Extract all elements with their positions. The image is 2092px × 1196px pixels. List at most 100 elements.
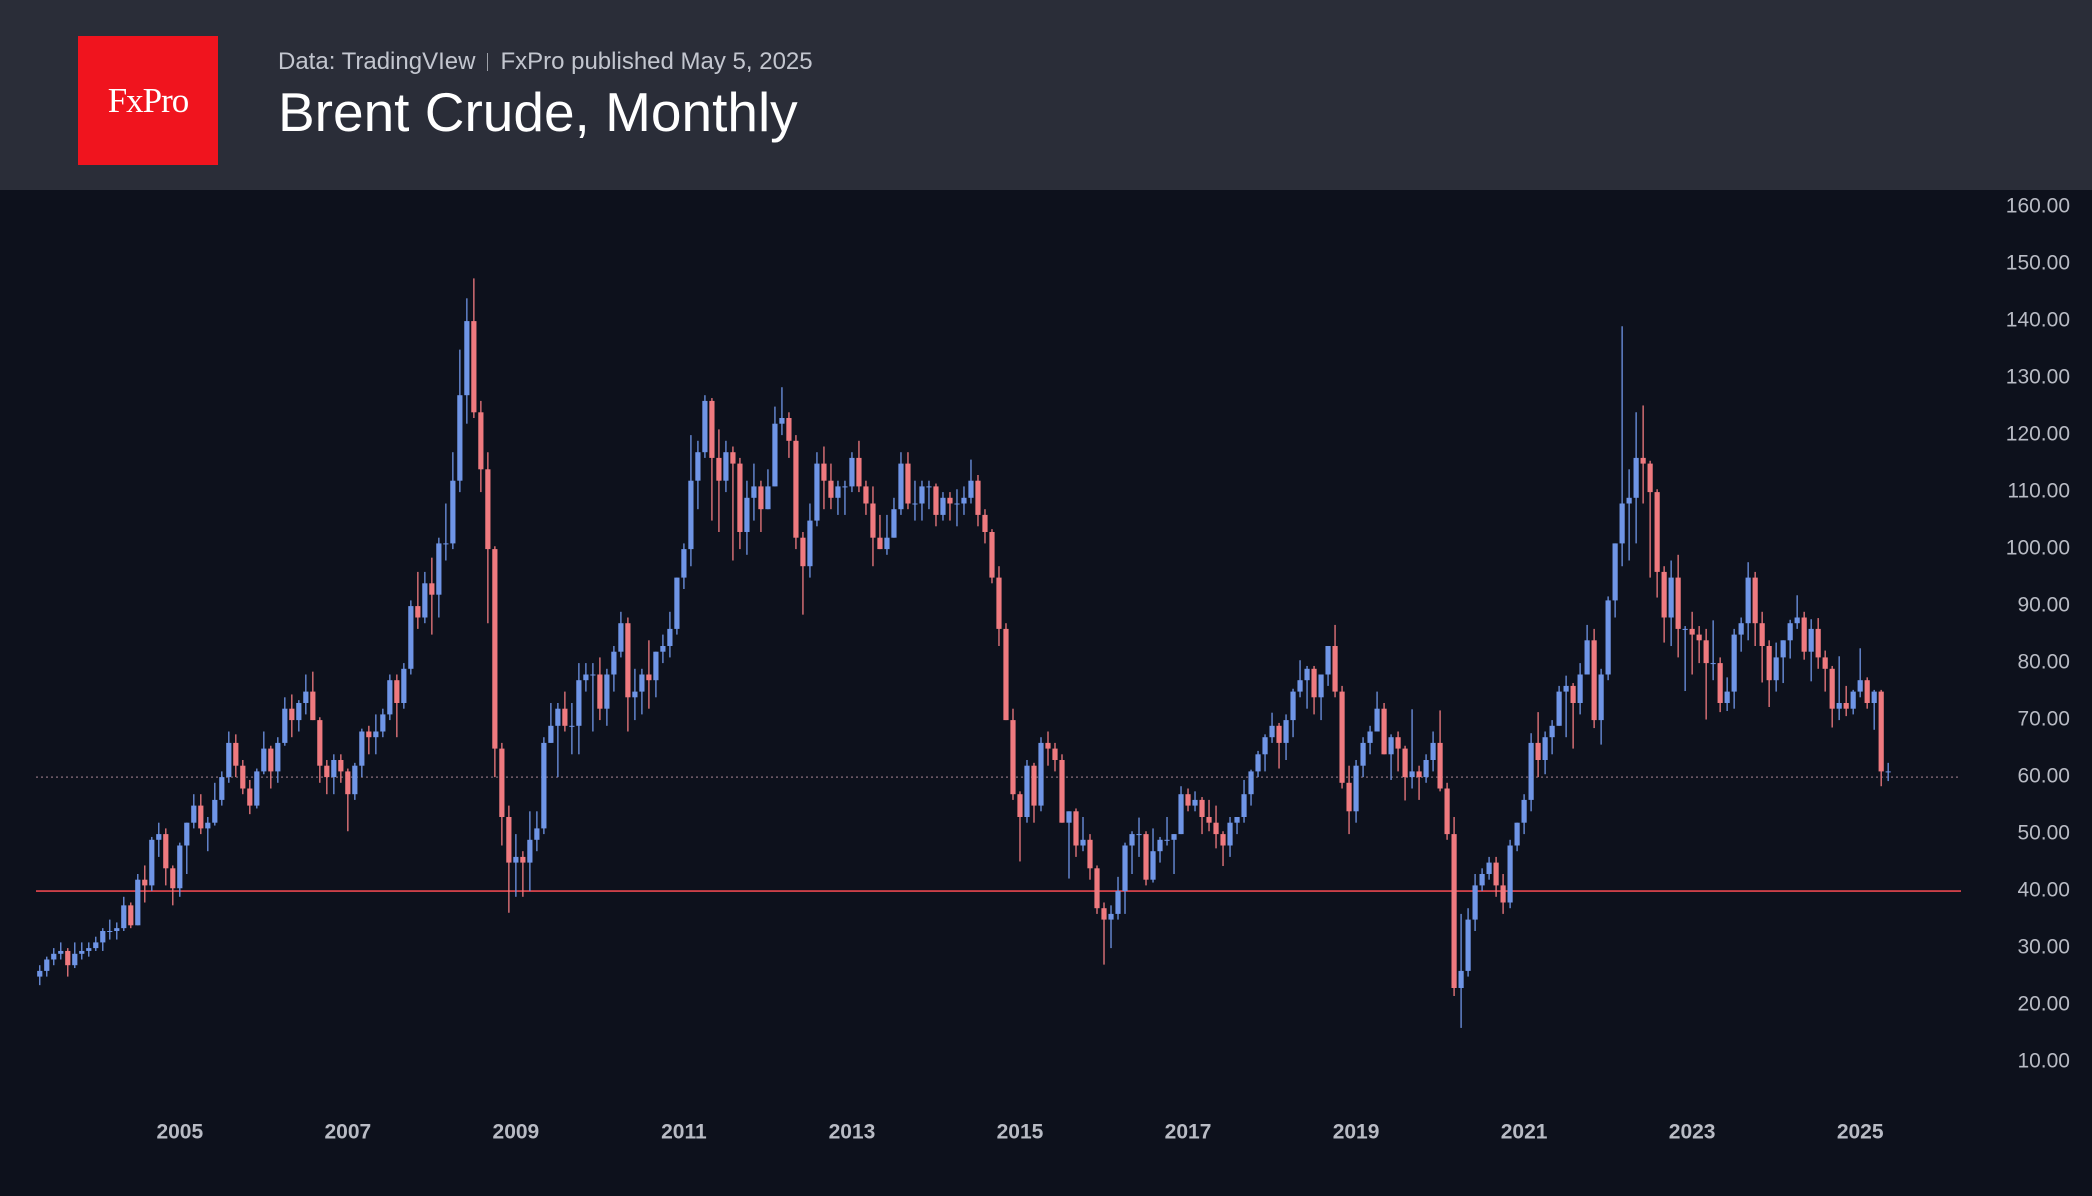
candle-body	[1122, 845, 1128, 892]
candle-body	[758, 486, 764, 510]
candle-body	[1843, 703, 1849, 709]
candle-body	[793, 440, 799, 538]
candle-body	[660, 646, 666, 652]
candle-body	[296, 703, 302, 721]
candle-body	[800, 537, 806, 567]
candle-body	[324, 765, 330, 778]
candle-body	[1115, 891, 1121, 914]
candle-body	[282, 708, 288, 743]
candle-body	[247, 788, 253, 806]
x-tick-label: 2007	[324, 1121, 371, 1144]
candle-body	[1654, 492, 1660, 572]
candle-body	[149, 839, 155, 886]
candle-body	[1864, 680, 1870, 703]
candle-body	[828, 480, 834, 498]
candle-body	[387, 680, 393, 715]
candle-body	[1164, 839, 1170, 841]
candle-body	[184, 822, 190, 846]
candle-body	[1801, 617, 1807, 652]
candle-body	[1101, 908, 1107, 920]
candle-body	[1605, 600, 1611, 675]
candle-body	[58, 950, 64, 954]
candle-body	[464, 321, 470, 396]
x-tick-label: 2013	[829, 1121, 876, 1144]
candle-body	[765, 486, 771, 510]
candle-body	[1626, 497, 1632, 504]
candle-body	[1542, 737, 1548, 760]
candle-body	[1612, 543, 1618, 601]
candle-body	[86, 948, 92, 951]
y-tick-label: 120.00	[2006, 423, 2070, 446]
candle-body	[1297, 680, 1303, 692]
candle-body	[772, 423, 778, 487]
candle-body	[1052, 748, 1058, 760]
candle-body	[744, 497, 750, 532]
candle-body	[1192, 799, 1198, 806]
candle-body	[926, 486, 932, 488]
candle-body	[1871, 691, 1877, 703]
y-tick-label: 160.00	[2006, 195, 2070, 218]
candle-body	[919, 486, 925, 504]
candle-body	[863, 486, 869, 504]
candle-body	[1353, 765, 1359, 812]
candle-body	[562, 708, 568, 726]
candle-body	[1563, 685, 1569, 692]
candle-body	[534, 828, 540, 840]
candle-body	[695, 452, 701, 481]
candle-body	[51, 953, 57, 960]
separator	[487, 53, 489, 71]
candle-body	[702, 400, 708, 453]
x-tick-label: 2019	[1333, 1121, 1380, 1144]
candle-body	[849, 457, 855, 487]
y-tick-label: 100.00	[2006, 537, 2070, 560]
y-tick-label: 130.00	[2006, 366, 2070, 389]
candle-body	[835, 486, 841, 498]
candle-body	[352, 765, 358, 795]
candle-body	[1346, 782, 1352, 812]
candle-body	[492, 549, 498, 749]
candle-body	[303, 691, 309, 703]
candle-body	[401, 668, 407, 703]
candle-body	[520, 856, 526, 863]
candle-body	[233, 742, 239, 766]
candle-body	[1619, 503, 1625, 544]
candle-body	[807, 520, 813, 567]
candle-body	[429, 583, 435, 595]
candle-body	[1633, 457, 1639, 498]
candle-body	[716, 457, 722, 481]
candle-body	[1780, 640, 1786, 658]
candle-body	[121, 905, 127, 929]
candle-body	[597, 674, 603, 709]
candle-body	[1402, 748, 1408, 778]
y-tick-label: 140.00	[2006, 309, 2070, 332]
candle-body	[821, 463, 827, 481]
candle-body	[436, 543, 442, 595]
candle-body	[1885, 771, 1891, 773]
y-tick-label: 10.00	[2017, 1050, 2070, 1073]
candle-body	[156, 834, 162, 840]
candle-body	[471, 321, 477, 413]
candle-body	[1766, 646, 1772, 681]
candle-body	[1017, 794, 1023, 817]
y-tick-label: 30.00	[2017, 936, 2070, 959]
candle-body	[1094, 868, 1100, 909]
candle-body	[443, 543, 449, 545]
candle-body	[1038, 742, 1044, 806]
x-tick-label: 2023	[1669, 1121, 1716, 1144]
x-tick-label: 2005	[156, 1121, 203, 1144]
candle-body	[1731, 634, 1737, 692]
candle-body	[653, 651, 659, 681]
candle-body	[212, 799, 218, 823]
candle-body	[100, 931, 106, 943]
candle-body	[1822, 657, 1828, 669]
candle-body	[135, 879, 141, 926]
candle-body	[163, 834, 169, 869]
candle-body	[310, 691, 316, 721]
candle-body	[1696, 634, 1702, 641]
candle-body	[933, 486, 939, 515]
candle-body	[513, 856, 519, 863]
candle-body	[1668, 577, 1674, 618]
candle-body	[114, 928, 120, 931]
chart-title: Brent Crude, Monthly	[278, 81, 798, 143]
